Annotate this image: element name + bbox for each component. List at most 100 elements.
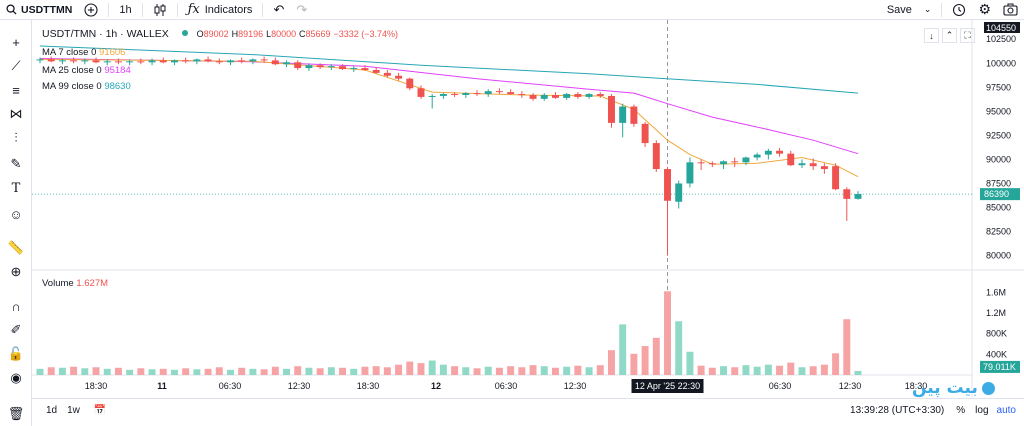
volume-bar (316, 368, 324, 375)
fib-tool[interactable]: ≡ (8, 82, 24, 98)
candle-body (563, 94, 571, 98)
last-volume-label: 79.011K (983, 362, 1016, 372)
volume-bar (843, 319, 851, 375)
add-symbol-button[interactable] (78, 0, 104, 20)
candle-body (395, 75, 403, 79)
volume-bar (608, 350, 615, 375)
ohlc-change: −3332 (−3.74%) (333, 29, 399, 39)
trendline-tool[interactable]: ⟋ (8, 58, 24, 74)
crosshair-tool[interactable]: + (8, 34, 24, 50)
text-tool[interactable]: T (8, 180, 24, 196)
time-tick-label: 06:30 (495, 381, 518, 391)
candle-body (271, 60, 279, 65)
volume-bar (641, 346, 649, 375)
settings-button[interactable]: ⚙ (972, 0, 997, 20)
candle-body (652, 143, 660, 170)
measure-tool[interactable]: 📏 (8, 240, 24, 256)
candle-body (148, 60, 156, 63)
chart-type-button[interactable] (147, 0, 173, 20)
volume-bar (327, 367, 335, 375)
alert-button[interactable] (946, 0, 972, 20)
save-label: Save (886, 3, 912, 16)
volume-bar (126, 369, 134, 375)
maximize-button[interactable]: ⛶ (960, 28, 975, 43)
ruler-icon: 📏 (7, 240, 25, 255)
candle-body (787, 153, 795, 166)
candles-icon (154, 3, 166, 16)
ma99-legend[interactable]: MA 99 close 0 98630 (42, 81, 131, 92)
divider (176, 2, 178, 17)
symbol-search-button[interactable]: USDTTMN (0, 0, 78, 20)
top-price-tag (984, 22, 1020, 33)
prediction-tool[interactable]: ⫶ (8, 130, 24, 146)
interval-button[interactable]: 1h (113, 0, 137, 20)
undo-button[interactable]: ↶ (267, 0, 290, 20)
lock-tool[interactable]: 🔓 (8, 346, 24, 362)
crosshair-icon: + (12, 34, 20, 50)
volume-bar (182, 368, 190, 375)
candle-body (619, 106, 627, 123)
gear-icon: ⚙ (978, 1, 991, 17)
volume-bar (428, 360, 436, 375)
candle-body (641, 123, 649, 144)
remove-tool[interactable]: 🗑 (8, 406, 25, 422)
candle-body (383, 72, 391, 76)
volume-bar (462, 367, 470, 375)
snapshot-button[interactable] (997, 0, 1024, 20)
zoom-tool[interactable]: ⊕ (8, 264, 24, 280)
ma99-line (39, 45, 859, 94)
candle-body (630, 106, 638, 124)
volume-bar (36, 368, 44, 375)
range-1d-button[interactable]: 1d (46, 405, 58, 416)
eye-icon: ◉ (10, 370, 22, 385)
collapse-button[interactable]: ⌃ (942, 28, 957, 43)
candle-body (126, 61, 134, 63)
volume-bar (92, 367, 100, 375)
volume-legend[interactable]: Volume 1.627M (42, 278, 108, 289)
volume-value: 1.627M (76, 278, 109, 289)
candle-body (820, 166, 828, 170)
redo-button[interactable]: ↷ (290, 0, 313, 20)
ma7-legend[interactable]: MA 7 close 0 91606 (42, 47, 125, 58)
pattern-tool[interactable]: ⋈ (8, 106, 24, 122)
volume-tick-label: 1.6M (986, 287, 1006, 297)
candle-body (372, 70, 380, 73)
crosshair-time-label: 12 Apr '25 22:30 (635, 381, 700, 391)
volume-bar (529, 365, 537, 375)
candle-body (720, 161, 728, 165)
volume-bar (551, 367, 559, 375)
market-status-dot (181, 30, 188, 36)
candle-body (439, 94, 447, 96)
percent-toggle[interactable]: % (956, 405, 966, 416)
volume-bar (473, 368, 481, 375)
stay-drawing-tool[interactable]: ✐ (8, 322, 24, 338)
log-toggle[interactable]: log (975, 405, 989, 416)
candle-body (417, 88, 425, 97)
ma25-legend[interactable]: MA 25 close 0 95184 (42, 65, 131, 76)
range-1w-button[interactable]: 1w (67, 405, 80, 416)
volume-bar (137, 368, 145, 375)
candle-body (664, 169, 671, 201)
magnet-tool[interactable]: ∩ (8, 298, 24, 314)
icon-tool[interactable]: ☺ (8, 206, 24, 222)
save-menu-button[interactable]: ⌄ (918, 0, 938, 20)
chart-area[interactable]: 102500 100000 97500 95000 92500 90000 87500 850… (32, 20, 1024, 426)
date-range-button[interactable]: 📅 (94, 405, 106, 416)
hide-tool[interactable]: ◉ (8, 370, 24, 386)
candle-body (103, 61, 111, 63)
plus-circle-icon (84, 2, 98, 17)
auto-toggle[interactable]: auto (996, 405, 1016, 416)
candle-body (462, 93, 470, 95)
volume-bar (283, 368, 290, 375)
save-button[interactable]: Save (881, 0, 918, 20)
indicators-button[interactable]: ƒx Indicators (182, 0, 259, 20)
brush-tool[interactable]: ✎ (8, 156, 24, 172)
chart-svg[interactable]: 102500 100000 97500 95000 92500 90000 87500 850… (32, 20, 1024, 398)
candle-body (193, 59, 201, 62)
ohlc-low: 80000 (271, 29, 297, 39)
clock-timezone[interactable]: 13:39:28 (UTC+3:30) (850, 405, 945, 416)
candle-body (428, 95, 436, 97)
volume-bar (193, 369, 201, 375)
move-down-button[interactable]: ↓ (924, 28, 939, 43)
